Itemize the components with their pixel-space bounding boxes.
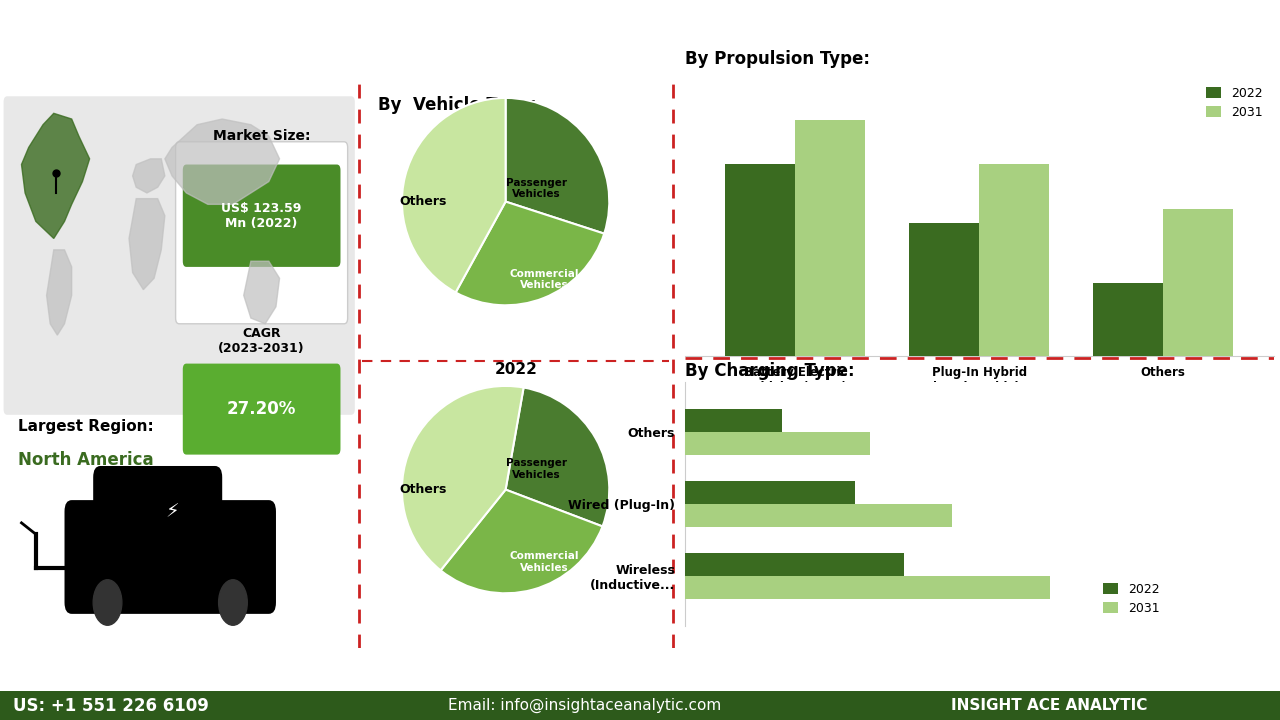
- Text: US: +1 551 226 6109: US: +1 551 226 6109: [13, 697, 209, 714]
- Text: Others: Others: [399, 195, 447, 208]
- Polygon shape: [46, 250, 72, 336]
- Wedge shape: [506, 98, 609, 233]
- Polygon shape: [243, 261, 279, 324]
- Text: Email: info@insightaceanalytic.com: Email: info@insightaceanalytic.com: [448, 698, 721, 714]
- Text: Continental: Continental: [504, 660, 622, 677]
- Text: CAGR
(2023-2031): CAGR (2023-2031): [219, 327, 305, 355]
- Text: AMP: AMP: [308, 654, 383, 682]
- Wedge shape: [440, 490, 603, 593]
- Circle shape: [93, 580, 122, 625]
- Text: Commercial
Vehicles: Commercial Vehicles: [509, 269, 580, 290]
- Text: North America: North America: [18, 451, 154, 469]
- Bar: [0, 691, 1280, 720]
- Text: Global Electric Vehicle (EV) Charging Communication Unit Market Research Report: Global Electric Vehicle (EV) Charging Co…: [56, 26, 1224, 50]
- FancyBboxPatch shape: [93, 466, 223, 546]
- FancyBboxPatch shape: [175, 142, 348, 324]
- Polygon shape: [165, 119, 279, 204]
- Text: 2022: 2022: [494, 361, 538, 377]
- Bar: [685, 576, 1050, 599]
- Bar: [685, 481, 855, 504]
- Polygon shape: [22, 113, 90, 238]
- Text: 2031: 2031: [494, 572, 538, 588]
- Text: Market Size:: Market Size:: [212, 129, 310, 143]
- Bar: [685, 504, 952, 527]
- FancyBboxPatch shape: [64, 500, 276, 614]
- Text: Largest Region:: Largest Region:: [18, 418, 154, 433]
- Polygon shape: [133, 159, 165, 193]
- Legend: 2022, 2031: 2022, 2031: [1201, 82, 1267, 124]
- Text: INSIGHT ACE ANALYTIC: INSIGHT ACE ANALYTIC: [951, 698, 1148, 713]
- Wedge shape: [402, 98, 506, 292]
- Text: By Charging Type:: By Charging Type:: [685, 361, 855, 379]
- Text: AKKA: AKKA: [125, 660, 182, 677]
- Wedge shape: [402, 386, 524, 570]
- Bar: [909, 223, 979, 356]
- Legend: 2022, 2031: 2022, 2031: [1098, 578, 1165, 620]
- Text: Key Players:: Key Players:: [13, 661, 119, 675]
- Bar: [979, 164, 1050, 356]
- Text: By Propulsion Type:: By Propulsion Type:: [685, 50, 870, 68]
- Text: Passenger
Vehicles: Passenger Vehicles: [506, 178, 567, 199]
- Text: MITSUBISHI
ELECTRIC: MITSUBISHI ELECTRIC: [927, 653, 1019, 683]
- Wedge shape: [456, 202, 604, 305]
- Text: Neusoft: Neusoft: [728, 660, 808, 677]
- Polygon shape: [129, 199, 165, 289]
- Text: By  Vehicle Type:: By Vehicle Type:: [378, 96, 536, 114]
- Text: ⚡: ⚡: [165, 502, 179, 521]
- Bar: [685, 432, 869, 455]
- Bar: [795, 120, 865, 356]
- Bar: [1093, 282, 1164, 356]
- Circle shape: [219, 580, 247, 625]
- FancyBboxPatch shape: [183, 364, 340, 454]
- Text: Others: Others: [399, 483, 447, 496]
- FancyBboxPatch shape: [183, 164, 340, 267]
- Text: 27.20%: 27.20%: [227, 400, 296, 418]
- Bar: [726, 164, 795, 356]
- Wedge shape: [506, 387, 609, 526]
- Bar: [685, 553, 904, 576]
- Bar: [685, 409, 782, 432]
- Text: Commercial
Vehicles: Commercial Vehicles: [509, 552, 580, 573]
- Bar: [1164, 209, 1233, 356]
- Text: Passenger
Vehicles: Passenger Vehicles: [506, 458, 567, 480]
- Text: US$ 123.59
Mn (2022): US$ 123.59 Mn (2022): [221, 202, 302, 230]
- FancyBboxPatch shape: [4, 96, 355, 415]
